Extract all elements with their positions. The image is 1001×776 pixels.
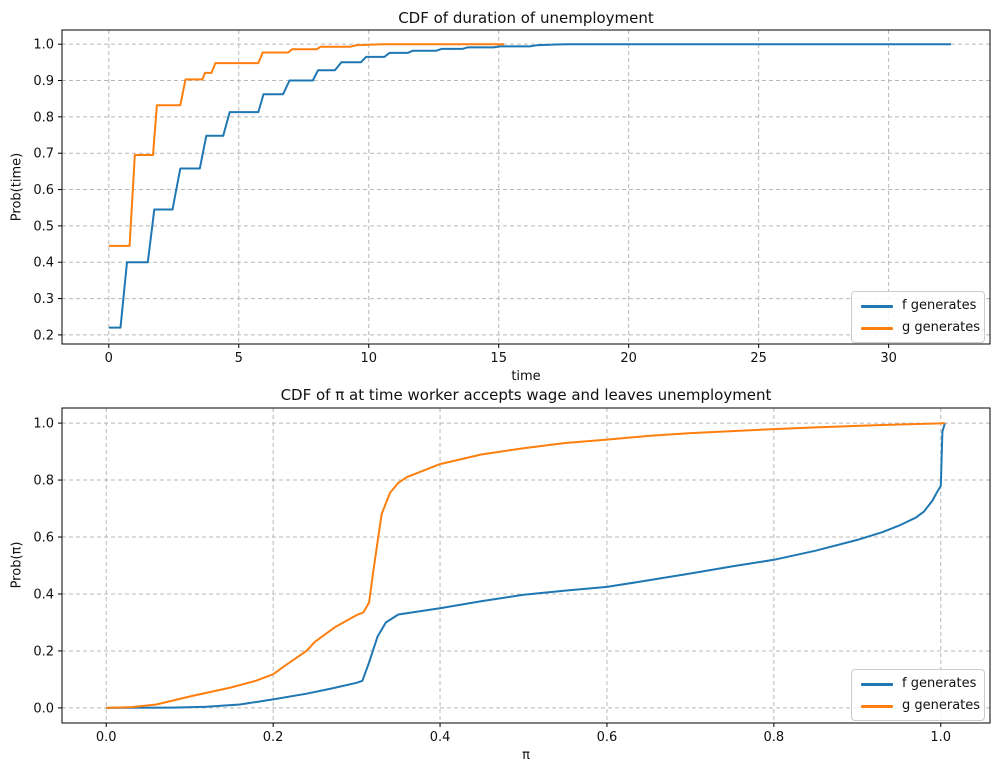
legend-entry-f: f generates (861, 676, 977, 691)
y-tick-label: 0.8 (33, 110, 54, 125)
top-chart-title: CDF of duration of unemployment (398, 9, 654, 27)
bottom-x-axis-label: π (522, 748, 530, 763)
g-generates-line-swatch (861, 704, 893, 708)
legend-entry-g: g generates (861, 321, 980, 335)
y-tick-label: 0.0 (33, 701, 54, 716)
g-generates-line (106, 422, 945, 709)
legend-entry-g: g generates (861, 699, 980, 713)
y-tick-label: 0.2 (33, 328, 54, 343)
f-generates-line-swatch (861, 304, 893, 308)
x-tick-label: 0.0 (96, 730, 117, 745)
bottom-legend: f generates g generates (851, 669, 985, 721)
legend-label: g generates (902, 320, 981, 335)
y-tick-label: 0.9 (33, 74, 54, 89)
top-x-axis-label: time (511, 369, 541, 384)
x-tick-label: 1.0 (930, 730, 951, 745)
f-generates-line (108, 43, 951, 329)
bottom-y-axis-label: Prob(π) (9, 541, 25, 589)
y-tick-label: 1.0 (33, 38, 54, 53)
bottom-chart-title: CDF of π at time worker accepts wage and… (280, 386, 772, 404)
x-tick-label: 0 (105, 351, 113, 366)
y-tick-label: 0.4 (33, 256, 54, 271)
y-tick-label: 0.3 (33, 292, 54, 307)
x-tick-label: 10 (360, 351, 377, 366)
top-legend: f generates g generates (851, 291, 985, 343)
x-tick-label: 0.2 (263, 730, 284, 745)
y-tick-label: 0.2 (33, 644, 54, 659)
x-tick-label: 25 (750, 351, 767, 366)
y-tick-label: 0.8 (33, 474, 54, 489)
x-tick-label: 20 (620, 351, 637, 366)
y-tick-label: 0.7 (33, 147, 54, 162)
y-tick-label: 0.6 (33, 531, 54, 546)
y-tick-label: 0.4 (33, 587, 54, 602)
axes-frame (61, 407, 991, 724)
legend-entry-f: f generates (861, 298, 977, 313)
f-generates-line (106, 422, 946, 709)
y-tick-label: 0.5 (33, 219, 54, 234)
x-tick-label: 0.4 (430, 730, 451, 745)
legend-label: g generates (902, 698, 981, 713)
x-tick-label: 0.6 (597, 730, 618, 745)
top-y-axis-label: Prob(time) (9, 152, 25, 222)
x-tick-label: 0.8 (764, 730, 785, 745)
legend-label: f generates (902, 676, 977, 691)
y-tick-label: 1.0 (33, 417, 54, 432)
x-tick-label: 30 (880, 351, 897, 366)
g-generates-line (108, 43, 504, 247)
x-tick-label: 15 (490, 351, 507, 366)
x-tick-label: 5 (235, 351, 243, 366)
f-generates-line-swatch (861, 682, 893, 686)
g-generates-line-swatch (861, 326, 893, 330)
legend-label: f generates (902, 298, 977, 313)
y-tick-label: 0.6 (33, 183, 54, 198)
axes-frame (61, 29, 991, 345)
